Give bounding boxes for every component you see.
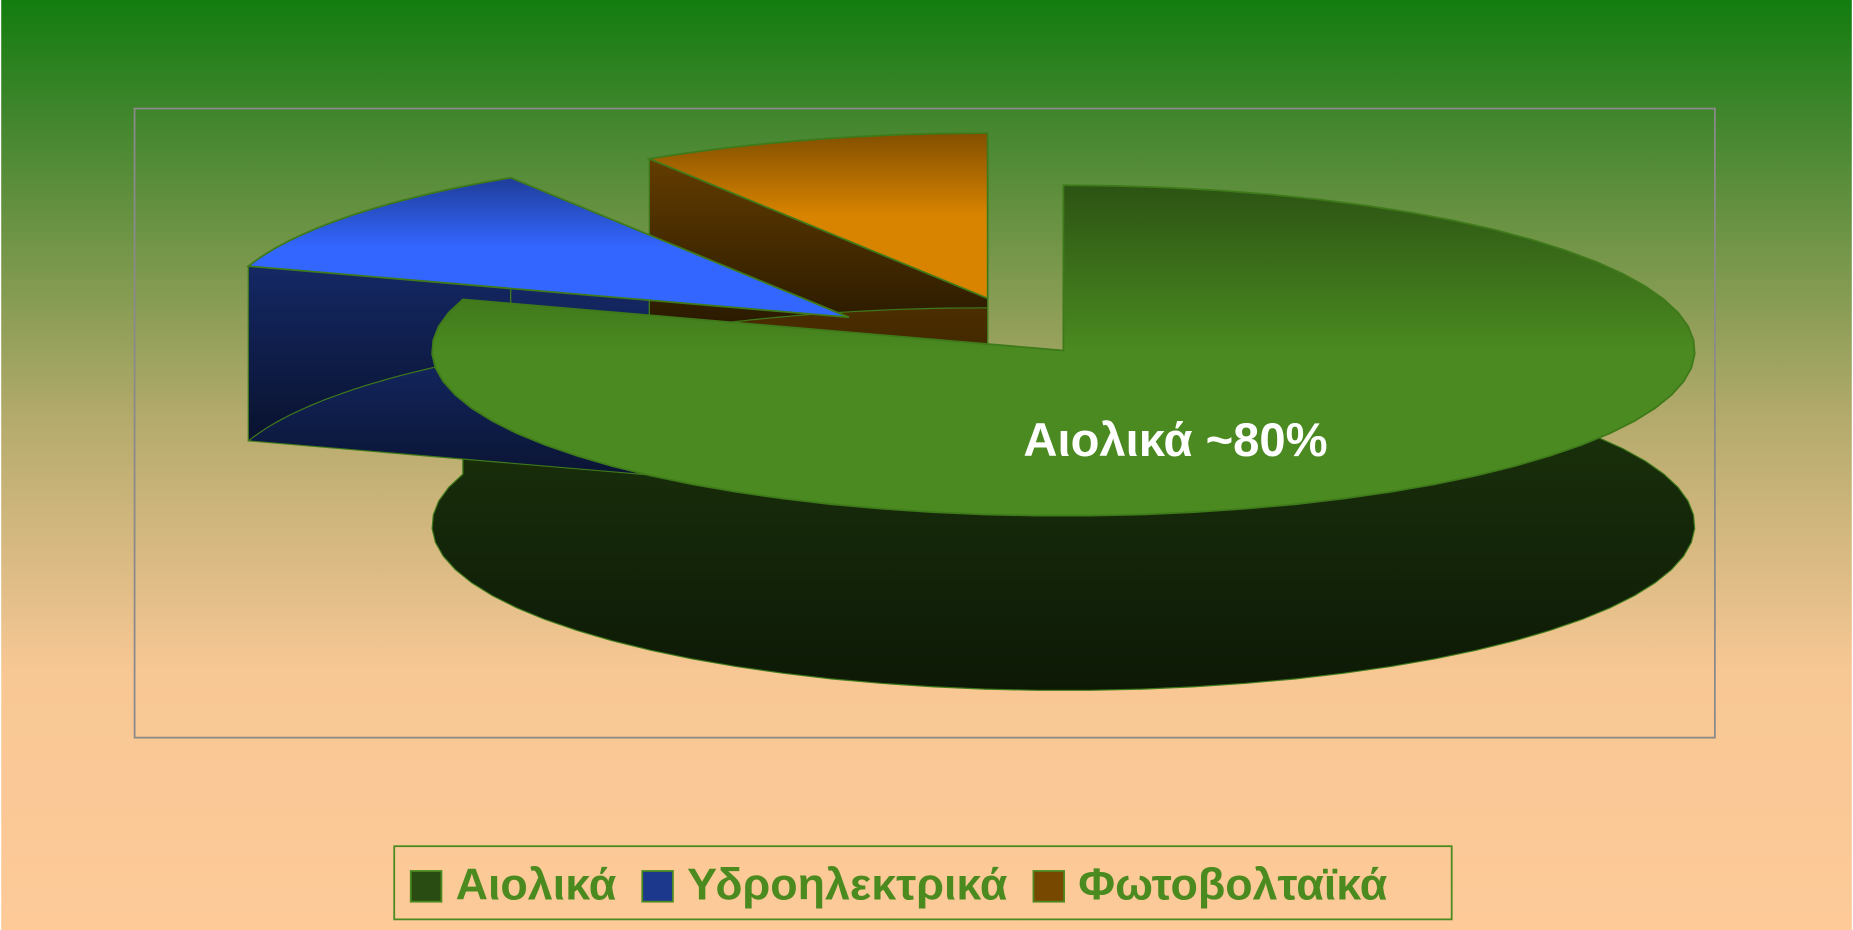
slice [245,176,850,319]
slice [646,132,989,300]
slice [431,184,1696,517]
pie: Αιολικά ~80% [245,132,1696,691]
legend: Αιολικά Υδροηλεκτρικά Φωτοβολταϊκά [393,845,1453,921]
data-label: Αιολικά ~80% [1023,414,1327,467]
legend-swatch [409,870,443,903]
legend-label: Υδροηλεκτρικά [687,858,1008,909]
legend-swatch [1032,870,1066,903]
plot-area [133,107,1716,739]
legend-swatch [641,870,674,903]
legend-label: Αιολικά [456,858,617,909]
legend-box [393,845,1453,921]
legend-label: Φωτοβολταϊκά [1078,858,1388,909]
